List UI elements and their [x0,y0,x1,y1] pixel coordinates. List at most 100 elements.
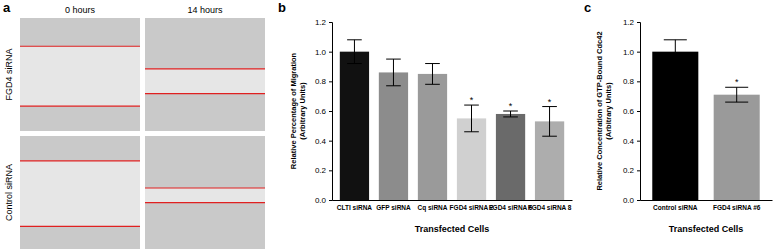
significance: * [470,95,474,105]
x-tick: CLTI siRNA [337,200,373,211]
x-tick: Control siRNA [653,200,698,211]
wound-edge [20,226,140,227]
error-bar-stem [510,111,511,117]
y-axis-title-line: (Arbitrary Units) [298,82,307,140]
y-tick-mark [329,22,332,23]
micrograph [20,18,140,131]
x-tick: Cq siRNA [417,200,447,212]
y-tick: 1.2 [623,18,640,27]
wound-area [145,188,265,203]
y-tick-label: 0.8 [623,77,635,86]
y-axis-title: Relative Concentration of GTP-Bound Cdc4… [595,31,613,190]
y-axis: 0.00.20.40.60.81.01.2 [315,18,333,205]
wound-area [20,46,140,106]
column-label: 14 hours [187,5,223,15]
y-tick: 1.0 [623,48,640,57]
y-tick-mark [637,141,640,142]
error-bar-stem [675,40,676,64]
y-tick-mark [329,141,332,142]
error-bar-cap [542,136,557,137]
y-tick-mark [637,81,640,82]
error-bar-stem [432,64,433,85]
error-bar-cap [425,84,440,85]
y-tick-mark [637,200,640,201]
x-axis-line [333,200,573,201]
error-bar-cap [347,39,362,40]
y-axis-title-line: (Arbitrary Units) [604,82,613,140]
bar [340,52,369,200]
error-bar-stem [549,107,550,137]
x-axis-title: Transfected Cells [415,224,490,234]
error-bar-cap [386,85,401,86]
x-axis-title: Transfected Cells [669,224,744,234]
x-tick-label: FGD4 siRNA 2 [450,204,494,211]
y-axis-title-line: Relative Percentage of Migration [289,52,298,169]
wound-edge [20,106,140,107]
wound-area [145,69,265,94]
y-tick-label: 0.2 [623,166,635,175]
micrograph [145,136,265,249]
marks [652,40,759,200]
y-tick: 1.2 [315,18,332,27]
marks [340,40,564,200]
x-tick-label: FGD4 siRNA 8 [528,204,572,211]
error-bar-cap [503,116,518,117]
error-bar-cap [664,63,687,64]
x-axis: CLTI siRNAGFP siRNACq siRNAFGD4 siRNA 2F… [333,200,573,212]
error-bar [725,87,748,102]
error-bar [386,59,401,86]
micrograph [145,18,265,131]
error-bar [347,40,362,64]
significance: * [548,97,552,107]
error-bar-stem [354,40,355,64]
y-tick-label: 0.0 [623,196,635,205]
error-bar [542,107,557,137]
x-tick-label: FGD4 siRNA 6 [489,204,533,211]
y-tick-label: 1.2 [623,18,635,27]
row-label: Control siRNA [4,164,14,221]
wound-area [20,161,140,227]
error-bar [464,105,479,132]
y-tick-label: 0.4 [623,137,635,146]
x-tick: GFP siRNA [376,200,411,211]
y-tick-label: 0.8 [315,77,327,86]
wound-edge [145,187,265,188]
panel-letter: c [584,0,591,15]
y-tick-mark [637,111,640,112]
y-tick: 0.8 [623,77,640,86]
significance: * [509,101,513,111]
y-tick-mark [637,52,640,53]
x-tick-label: FGD4 siRNA #6 [713,204,761,211]
x-tick-label: Cq siRNA [417,204,447,212]
wound-edge [145,93,265,94]
error-bar-cap [347,63,362,64]
y-tick-label: 0.6 [315,107,327,116]
y-tick: 0.6 [315,107,332,116]
x-tick-label: Control siRNA [653,204,698,211]
wound-edge [145,202,265,203]
x-tick-label: GFP siRNA [376,204,411,211]
figure: a0 hours14 hoursFGD4 siRNAControl siRNAb… [0,0,778,249]
y-tick-mark [329,111,332,112]
y-tick-mark [329,81,332,82]
y-tick-label: 0.0 [315,196,327,205]
y-tick-mark [329,200,332,201]
wound-edge [20,46,140,47]
y-axis: 0.0 0.2 0.4 0.6 0.8 1.0 1.2 [623,18,641,205]
y-tick: 0.4 [315,137,332,146]
error-bar-cap [725,102,748,103]
error-bar-stem [393,59,394,86]
y-tick-label: 1.0 [623,48,635,57]
y-axis-line [329,23,333,201]
y-tick-label: 0.6 [623,107,635,116]
y-tick: 0.2 [623,166,640,175]
bar [714,95,760,200]
error-bar-cap [664,39,687,40]
y-tick: 0.0 [623,196,640,205]
x-axis: Control siRNA FGD4 siRNA #6 [641,200,773,211]
micrograph [20,136,140,249]
y-tick-label: 1.0 [315,48,327,57]
error-bar-stem [736,87,737,102]
error-bar [664,40,687,64]
panel-letter: b [278,0,286,15]
